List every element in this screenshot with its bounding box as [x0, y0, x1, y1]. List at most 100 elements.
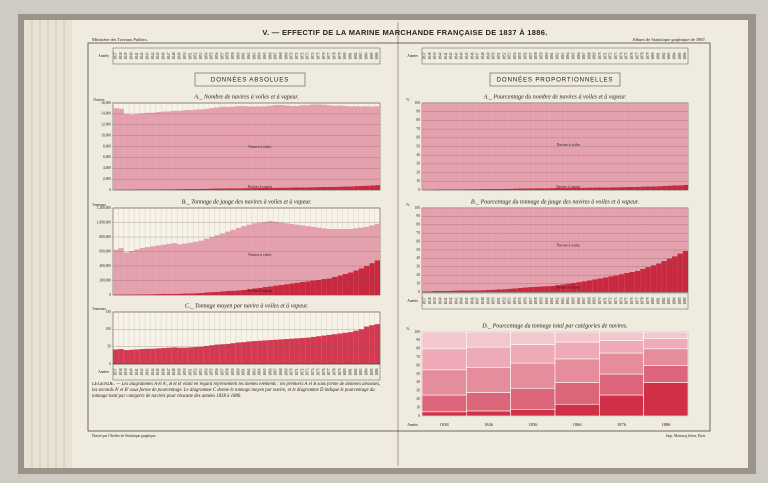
y-tick-label: 60 [416, 239, 420, 243]
bar [643, 365, 689, 383]
x-tick-label: 1863 [561, 297, 565, 304]
bar [321, 335, 327, 364]
bar [353, 186, 359, 190]
bar [597, 208, 603, 279]
y-axis-label: Navires [93, 98, 105, 102]
bar [123, 350, 130, 364]
bar [374, 260, 380, 295]
x-tick-label: 1851 [188, 52, 192, 59]
bar [512, 288, 518, 292]
legend-box: LÉGENDE. — Les diagrammes A et A', B et … [92, 382, 380, 399]
bar [113, 349, 119, 364]
bar [182, 243, 188, 294]
x-tick-label: 1851 [497, 297, 501, 304]
x-tick-label: 1845 [465, 297, 469, 304]
x-tick-label: 1853 [508, 52, 512, 59]
bar [203, 238, 210, 293]
bar [337, 105, 343, 187]
bar [337, 275, 343, 295]
x-tick-label: 1855 [210, 368, 214, 375]
x-tick-label: 1858 [226, 52, 230, 59]
y-tick-label: 0 [109, 188, 111, 192]
bar [214, 235, 220, 292]
bar [560, 208, 566, 285]
bar [337, 333, 343, 364]
bar [554, 382, 600, 405]
bar [528, 208, 534, 288]
y-tick-label: 60 [416, 136, 420, 140]
bar [363, 185, 370, 190]
bar [608, 103, 614, 188]
section-heading: DONNÉES PROPORTIONNELLES [497, 77, 614, 84]
bar [214, 291, 220, 295]
bar [544, 208, 550, 287]
bar [549, 103, 555, 189]
bar [150, 246, 156, 295]
x-tick-label: 1869 [284, 368, 288, 375]
bar [326, 278, 332, 295]
bar [123, 294, 130, 295]
x-tick-label: 1861 [242, 52, 246, 59]
bar [294, 338, 300, 364]
bar [161, 244, 167, 294]
header-right: Album de Statistique graphique de 1887. [632, 37, 706, 42]
x-tick-label: 1837 [113, 368, 117, 375]
bar [246, 289, 252, 295]
x-tick-label: 1866 [268, 368, 272, 375]
bar [203, 345, 210, 364]
x-tick-label: 1849 [486, 297, 490, 304]
bar [650, 103, 657, 187]
bar [310, 336, 316, 364]
x-tick-label: 1883 [359, 52, 363, 59]
x-tick-label: 1884 [364, 368, 368, 375]
y-tick-label: 8,000 [103, 144, 111, 149]
bar [672, 208, 678, 257]
x-tick-label: 1876 [617, 422, 627, 427]
y-tick-label: 20 [416, 273, 420, 277]
x-tick-label: 1882 [662, 52, 666, 59]
bar [432, 290, 438, 292]
bar [171, 189, 178, 190]
chart-title: D._ Pourcentage du tonnage total par cat… [481, 323, 628, 329]
bar [171, 243, 178, 294]
bar [150, 189, 156, 190]
bar [624, 187, 630, 190]
x-tick-label: 1860 [236, 368, 240, 375]
x-tick-label: 1846 [470, 297, 474, 304]
y-tick-label: 70 [416, 355, 420, 359]
bar [273, 187, 279, 190]
x-tick-label: 1885 [678, 297, 682, 304]
bar [491, 289, 497, 292]
bar [554, 331, 600, 343]
bar [422, 208, 428, 292]
bar [629, 208, 635, 272]
bar [326, 186, 332, 190]
bar [230, 188, 236, 190]
bar [422, 103, 428, 190]
bar [597, 278, 603, 292]
bar [443, 208, 449, 291]
bar [517, 188, 524, 190]
y-tick-label: 100 [415, 101, 421, 105]
bar [299, 338, 306, 364]
bar [645, 186, 651, 190]
bar [581, 103, 587, 188]
x-tick-label: 1845 [156, 52, 160, 59]
bar [310, 226, 316, 281]
bar [182, 347, 188, 364]
bar [549, 208, 555, 286]
bar [358, 106, 364, 186]
x-tick-label: 1855 [518, 52, 522, 59]
bar [443, 189, 449, 190]
x-tick-label: 1878 [332, 52, 336, 59]
bar [198, 292, 204, 295]
bar [640, 186, 646, 190]
x-tick-label: 1852 [502, 52, 506, 59]
x-tick-label: 1884 [364, 52, 368, 59]
x-tick-label: 1868 [279, 368, 283, 375]
bar [315, 227, 322, 280]
y-tick-label: 150 [106, 310, 112, 314]
y-axis-label: Tonneaux [92, 307, 106, 311]
bar [262, 340, 268, 364]
bar [491, 103, 497, 189]
